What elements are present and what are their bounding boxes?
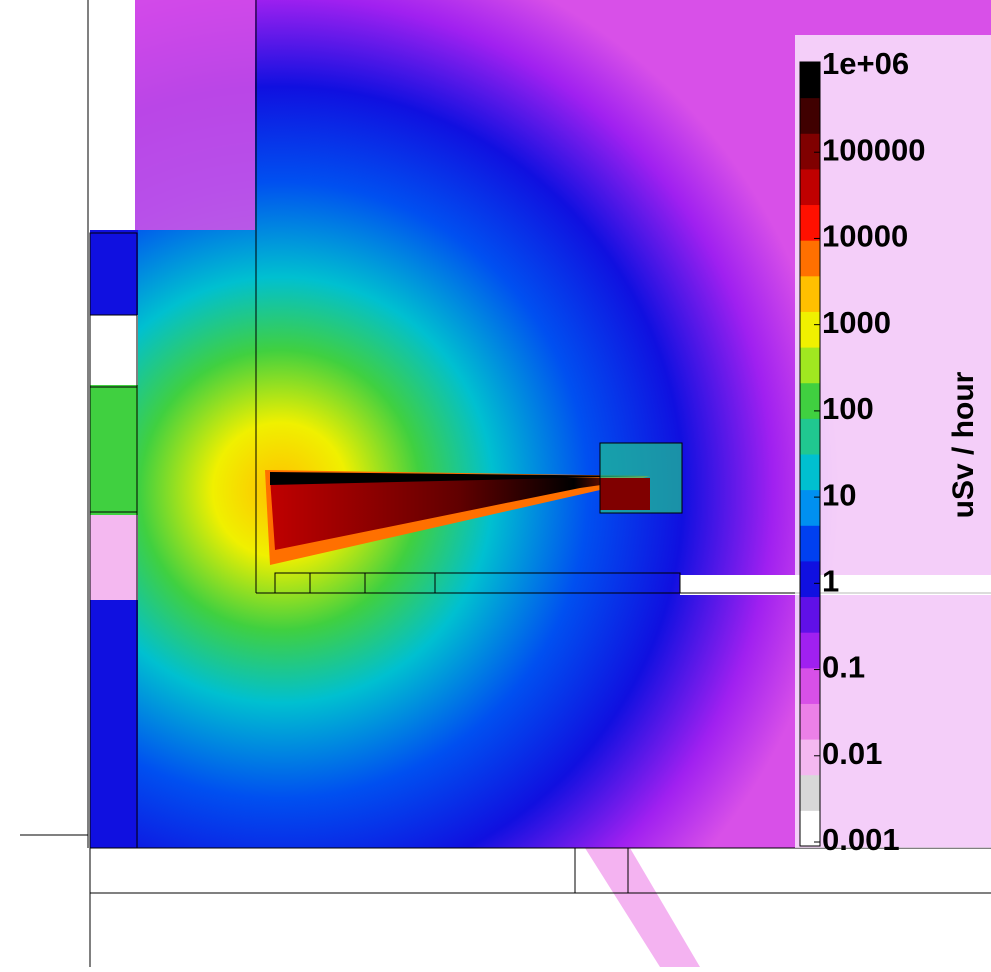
colorbar-segment xyxy=(800,347,820,383)
colorbar-segment xyxy=(800,98,820,134)
colorbar-segment xyxy=(800,525,820,561)
field xyxy=(90,848,991,967)
field xyxy=(135,0,255,230)
colorbar-segment xyxy=(800,454,820,490)
colorbar-segment xyxy=(800,133,820,169)
colorbar-segment xyxy=(800,205,820,241)
colorbar-label: uSv / hour xyxy=(947,371,980,518)
colorbar-segment xyxy=(800,240,820,276)
colorbar-segment xyxy=(800,597,820,633)
colorbar-segment xyxy=(800,632,820,668)
colorbar-segment xyxy=(800,418,820,454)
chart: 1e+06 100000 10000 1000 100 10 1 0.1 0.01 0.001 u… xyxy=(0,0,991,967)
colorbar-segment xyxy=(800,276,820,312)
colorbar-segment xyxy=(800,739,820,775)
colorbar-segment xyxy=(800,169,820,205)
colorbar-segment xyxy=(800,311,820,347)
colorbar-tick-label: 10 xyxy=(822,477,856,512)
field xyxy=(90,315,138,385)
colorbar-tick-label: 1000 xyxy=(822,305,891,340)
page: 1e+06 100000 10000 1000 100 10 1 0.1 0.01 0.001 u… xyxy=(0,0,991,967)
colorbar-tick-label: 10000 xyxy=(822,219,908,254)
field xyxy=(90,515,138,600)
colorbar-tick-label: 100 xyxy=(822,391,874,426)
colorbar-tick-label: 100000 xyxy=(822,132,925,167)
colorbar-tick-label: 0.001 xyxy=(822,822,900,857)
colorbar-segment xyxy=(800,775,820,811)
colorbar-segment xyxy=(800,561,820,597)
colorbar-segment xyxy=(800,490,820,526)
colorbar-segment xyxy=(800,668,820,704)
colorbar-segment xyxy=(800,703,820,739)
field xyxy=(90,385,138,515)
colorbar-segment xyxy=(800,383,820,419)
colorbar-tick-label: 0.1 xyxy=(822,650,865,685)
colorbar-tick-label: 1 xyxy=(822,564,839,599)
colorbar-tick-label: 1e+06 xyxy=(822,46,909,81)
colorbar-segment xyxy=(800,62,820,98)
colorbar-segment xyxy=(800,810,820,846)
target xyxy=(600,478,650,510)
colorbar-tick-label: 0.01 xyxy=(822,736,882,771)
